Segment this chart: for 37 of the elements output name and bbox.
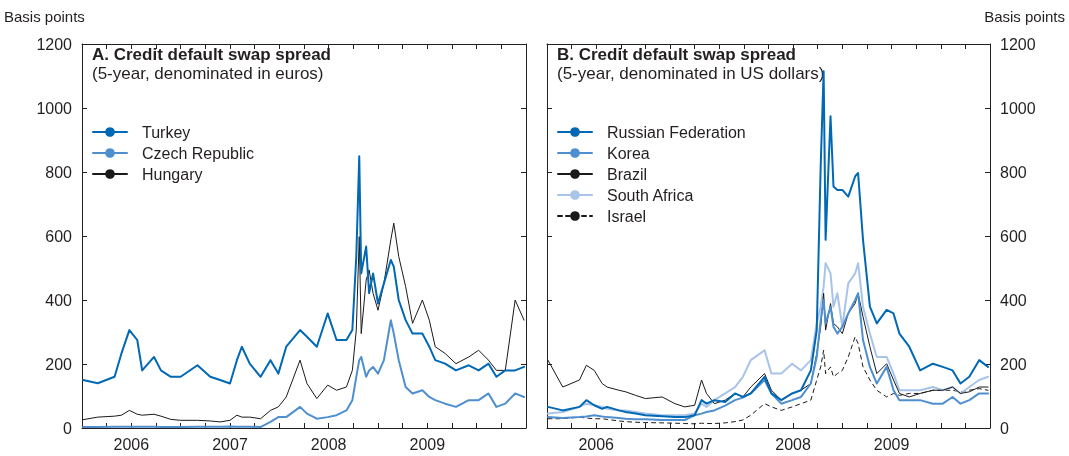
chart-title: B. Credit default swap spread	[557, 45, 796, 64]
line-series	[546, 262, 990, 417]
legend-label: South Africa	[607, 186, 694, 204]
y-axis-title: Basis points	[984, 8, 1065, 25]
legend-label: Korea	[607, 144, 650, 162]
x-tick-label: 2008	[310, 435, 347, 453]
y-tick-label: 800	[1000, 163, 1027, 181]
y-tick-label: 1000	[36, 99, 73, 117]
chart-title: A. Credit default swap spread	[92, 45, 331, 64]
legend-label: Russian Federation	[607, 123, 746, 141]
x-tick-label: 2006	[578, 435, 615, 453]
y-tick-label: 1000	[1000, 99, 1036, 117]
legend-label: Brazil	[607, 165, 648, 183]
text: (5-year, denominated in US dollars)	[557, 64, 825, 83]
x-tick-label: 2007	[212, 435, 248, 453]
legend-label: Czech Republic	[142, 144, 255, 162]
y-tick-label: 0	[63, 419, 73, 437]
y-tick-label: 400	[1000, 291, 1027, 309]
y-tick-label: 600	[1000, 227, 1027, 245]
y-tick-label: 800	[45, 163, 73, 181]
text: (5-year, denominated in euros)	[92, 64, 324, 83]
y-tick-label: 400	[45, 291, 73, 309]
x-tick-label: 2006	[113, 435, 150, 453]
y-tick-label: 0	[1000, 419, 1009, 437]
x-tick-label: 2009	[409, 435, 446, 453]
y-tick-label: 600	[45, 227, 73, 245]
x-tick-label: 2007	[676, 435, 713, 453]
x-tick-label: 2008	[775, 435, 812, 453]
x-tick-label: 2009	[873, 435, 910, 453]
legend-label: Israel	[607, 207, 647, 225]
legend-label: Turkey	[142, 123, 191, 141]
y-tick-label: 200	[1000, 355, 1027, 373]
y-axis-title: Basis points	[4, 8, 85, 25]
y-tick-label: 1200	[1000, 35, 1036, 53]
y-tick-label: 1200	[36, 35, 73, 53]
y-tick-label: 200	[45, 355, 73, 373]
legend-label: Hungary	[142, 165, 203, 183]
